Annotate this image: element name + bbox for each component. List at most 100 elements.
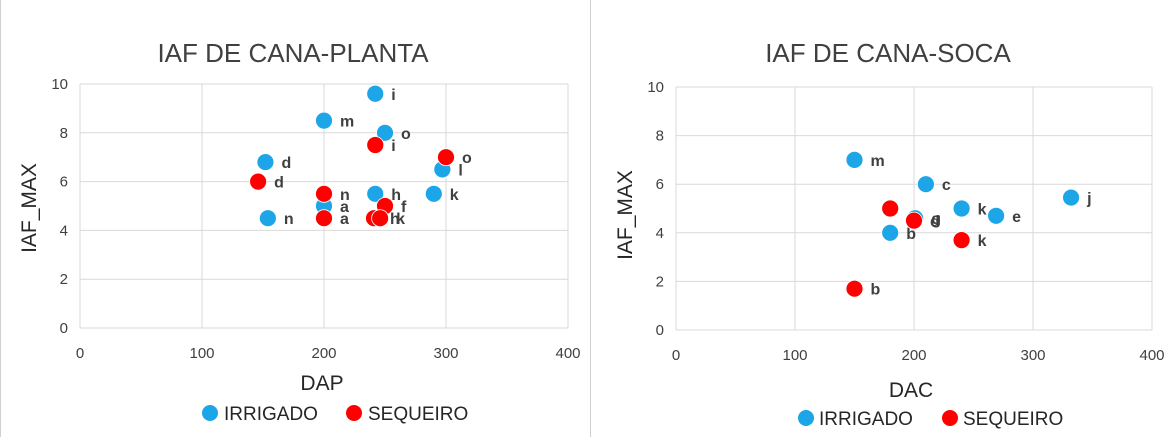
x-tick-label: 0 — [672, 347, 680, 364]
point-irrigado — [258, 209, 277, 228]
point-label: m — [871, 153, 885, 170]
point-label: b — [871, 282, 881, 299]
y-tick-label: 2 — [656, 273, 664, 290]
point-label: j — [1086, 191, 1091, 208]
frame-left-border — [0, 0, 1, 437]
point-irrigado — [424, 184, 443, 203]
point-label: n — [284, 211, 294, 228]
x-tick-label: 200 — [901, 347, 926, 364]
legend-label-sequeiro: SEQUEIRO — [963, 409, 1063, 430]
point-irrigado — [881, 223, 900, 242]
point-label: b — [906, 226, 916, 243]
point-sequeiro — [371, 209, 390, 228]
point-label: d — [281, 155, 291, 172]
point-label: k — [396, 211, 405, 228]
point-irrigado — [845, 150, 864, 169]
point-irrigado — [366, 84, 385, 103]
point-irrigado — [366, 184, 385, 203]
y-tick-label: 6 — [656, 176, 664, 193]
point-sequeiro — [437, 148, 455, 167]
y-tick-label: 4 — [60, 222, 68, 239]
y-axis-title: IAF_MAX — [18, 163, 41, 253]
x-tick-label: 400 — [555, 345, 580, 362]
chart-title: IAF DE CANA-PLANTA — [157, 38, 429, 68]
point-label: m — [340, 114, 354, 131]
chart-cana-soca: IAF DE CANA-SOCA IAF_MAX DAC 0 100 200 300 4… — [614, 38, 1165, 430]
point-label: h — [390, 211, 400, 228]
point-irrigado — [952, 199, 971, 218]
point-label: o — [462, 150, 472, 167]
point-label: a — [340, 211, 349, 228]
point-sequeiro — [315, 184, 333, 203]
point-label: k — [450, 187, 459, 204]
point-label: e — [1012, 209, 1021, 226]
point-irrigado — [315, 111, 333, 130]
point-sequeiro — [366, 136, 385, 154]
legend-marker-irrigado — [798, 410, 814, 426]
point-label: i — [391, 87, 395, 104]
point-label: i — [391, 138, 395, 155]
legend-marker-sequeiro — [942, 410, 958, 426]
gridlines — [675, 86, 1153, 331]
point-irrigado — [1062, 188, 1080, 207]
legend-label-irrigado: IRRIGADO — [819, 409, 913, 430]
legend: IRRIGADO SEQUEIRO — [202, 404, 468, 425]
point-label: d — [274, 175, 284, 192]
y-tick-label: 10 — [647, 79, 664, 96]
x-axis-title: DAC — [889, 379, 933, 402]
tick-labels: 0 100 200 300 400 0 2 4 6 8 10 — [647, 79, 1164, 364]
point-sequeiro — [315, 209, 333, 228]
legend-marker-irrigado — [202, 405, 218, 421]
x-tick-label: 100 — [189, 345, 214, 362]
y-axis-title: IAF_MAX — [614, 170, 637, 260]
gridlines — [79, 83, 569, 329]
point-label: k — [978, 233, 987, 250]
y-tick-label: 0 — [60, 320, 68, 337]
chart-panel-cana-planta: IAF DE CANA-PLANTA IAF_MAX DAP 0 100 200 30… — [18, 38, 581, 425]
chart-cana-planta: IAF DE CANA-PLANTA IAF_MAX DAP 0 100 200 30… — [18, 38, 581, 425]
point-label: l — [458, 162, 462, 179]
point-irrigado — [256, 153, 275, 171]
y-tick-label: 6 — [60, 174, 68, 191]
point-irrigado — [987, 206, 1006, 225]
legend-marker-sequeiro — [346, 405, 362, 421]
legend-label-sequeiro: SEQUEIRO — [368, 404, 468, 425]
x-tick-label: 300 — [1020, 347, 1045, 364]
point-label: k — [978, 202, 987, 219]
legend-label-irrigado: IRRIGADO — [224, 404, 318, 425]
y-tick-label: 0 — [656, 322, 664, 339]
x-tick-label: 100 — [782, 347, 807, 364]
x-axis-title: DAP — [300, 372, 343, 395]
legend: IRRIGADO SEQUEIRO — [798, 409, 1063, 430]
point-label: d — [930, 214, 940, 231]
point-sequeiro — [881, 199, 900, 218]
point-irrigado — [376, 123, 394, 142]
x-tick-label: 300 — [433, 345, 458, 362]
point-sequeiro — [249, 172, 268, 191]
tick-labels: 0 100 200 300 400 0 2 4 6 8 10 — [51, 76, 580, 362]
chart-panel-cana-soca: IAF DE CANA-SOCA IAF_MAX DAC 0 100 200 300 4… — [594, 0, 1171, 437]
point-label: n — [340, 187, 350, 204]
panel-divider — [590, 0, 591, 437]
y-tick-label: 8 — [656, 128, 664, 145]
point-sequeiro — [845, 279, 864, 298]
y-tick-label: 2 — [60, 271, 68, 288]
point-irrigado — [916, 175, 935, 194]
point-label: a — [340, 199, 349, 216]
point-label: g — [931, 211, 941, 228]
y-tick-label: 4 — [656, 225, 664, 242]
point-label: f — [401, 199, 407, 216]
chart-title: IAF DE CANA-SOCA — [765, 38, 1011, 68]
point-sequeiro — [952, 231, 971, 249]
x-tick-label: 0 — [76, 345, 84, 362]
y-tick-label: 8 — [60, 125, 68, 142]
point-label: o — [401, 126, 411, 143]
point-label: c — [942, 177, 951, 194]
point-label: h — [391, 187, 401, 204]
x-tick-label: 400 — [1139, 347, 1164, 364]
x-tick-label: 200 — [311, 345, 336, 362]
point-sequeiro — [905, 211, 923, 230]
y-tick-label: 10 — [51, 76, 68, 93]
